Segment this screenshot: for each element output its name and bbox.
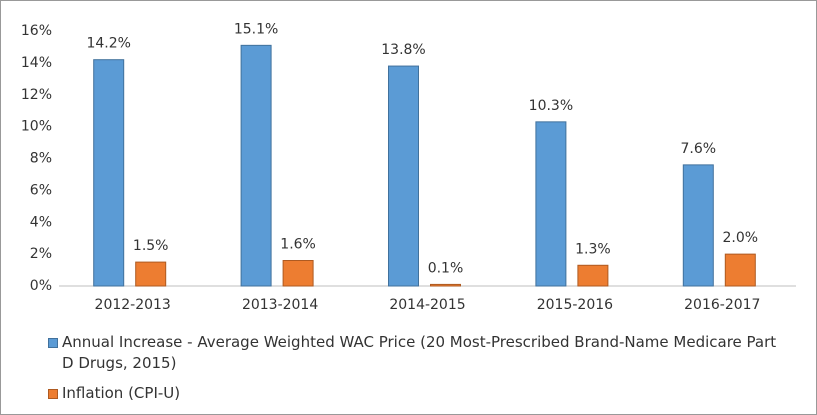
y-tick-label: 6%	[30, 182, 52, 198]
y-tick-label: 10%	[21, 119, 52, 135]
legend-item: Annual Increase - Average Weighted WAC P…	[48, 332, 788, 374]
bar	[724, 253, 756, 287]
bar	[535, 121, 567, 287]
bar	[388, 65, 419, 287]
x-tick-label: 2016-2017	[684, 297, 760, 313]
value-label: 13.8%	[381, 42, 425, 58]
legend: Annual Increase - Average Weighted WAC P…	[48, 332, 788, 413]
value-label: 7.6%	[681, 141, 717, 157]
value-label: 2.0%	[723, 230, 759, 246]
y-tick-label: 12%	[21, 87, 52, 103]
bar	[430, 283, 461, 287]
bar	[682, 164, 714, 287]
bar	[282, 260, 314, 287]
y-tick-label: 8%	[30, 151, 52, 167]
legend-swatch	[48, 338, 58, 348]
value-label: 15.1%	[234, 21, 278, 37]
bar	[93, 59, 125, 287]
value-label: 1.3%	[575, 241, 611, 257]
value-label: 0.1%	[428, 260, 464, 276]
x-tick-label: 2014-2015	[389, 297, 465, 313]
y-tick-label: 4%	[30, 214, 52, 230]
value-label: 1.5%	[133, 238, 169, 254]
y-tick-label: 0%	[30, 278, 52, 294]
y-tick-label: 16%	[21, 23, 52, 39]
x-tick-label: 2015-2016	[537, 297, 613, 313]
y-tick-label: 14%	[21, 55, 52, 71]
x-tick-label: 2012-2013	[95, 297, 171, 313]
value-label: 1.6%	[280, 237, 316, 253]
legend-label: Inflation (CPI-U)	[62, 384, 181, 402]
value-label: 14.2%	[86, 36, 130, 52]
value-label: 10.3%	[529, 98, 573, 114]
chart: 0% 2% 4% 6% 8% 10% 12% 14% 16% 2012-2013 14.2% 1.5%…	[21, 21, 796, 313]
y-tick-label: 2%	[30, 246, 52, 262]
legend-label: Annual Increase - Average Weighted WAC P…	[62, 333, 777, 372]
x-tick-label: 2013-2014	[242, 297, 318, 313]
bar	[135, 261, 167, 287]
bar	[577, 264, 609, 287]
legend-item: Inflation (CPI-U)	[48, 383, 788, 404]
bar	[240, 44, 272, 287]
legend-swatch	[48, 389, 58, 399]
